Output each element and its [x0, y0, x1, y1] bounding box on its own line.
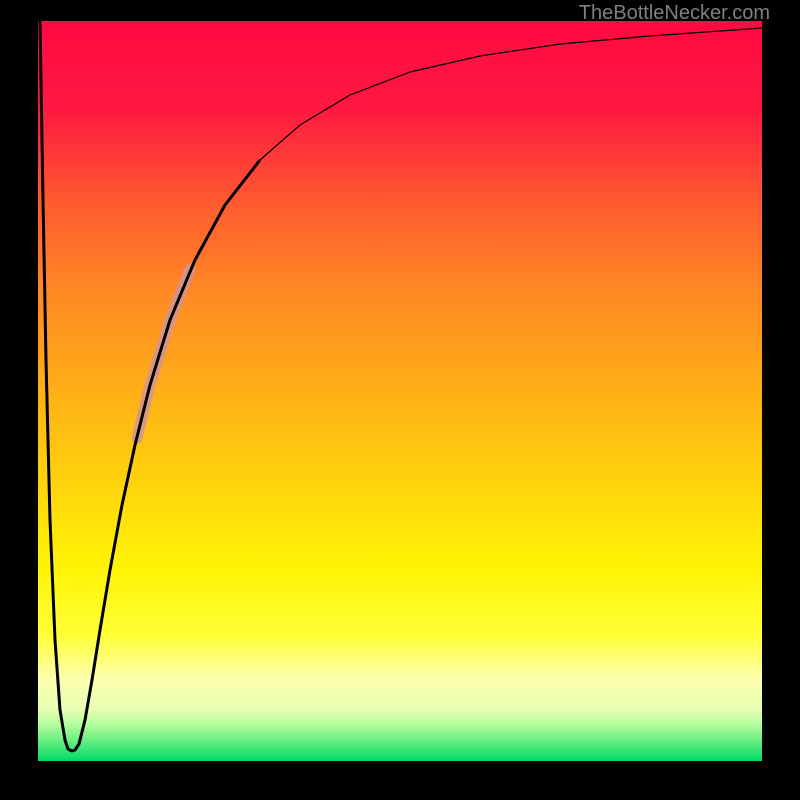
- main-curve-right-branch: [260, 28, 762, 160]
- watermark-text: TheBottleNecker.com: [579, 2, 770, 25]
- main-curve-left-branch: [40, 21, 260, 751]
- chart-canvas: TheBottleNecker.com: [0, 0, 800, 800]
- curve-layer: [38, 21, 762, 761]
- plot-area: [38, 21, 762, 761]
